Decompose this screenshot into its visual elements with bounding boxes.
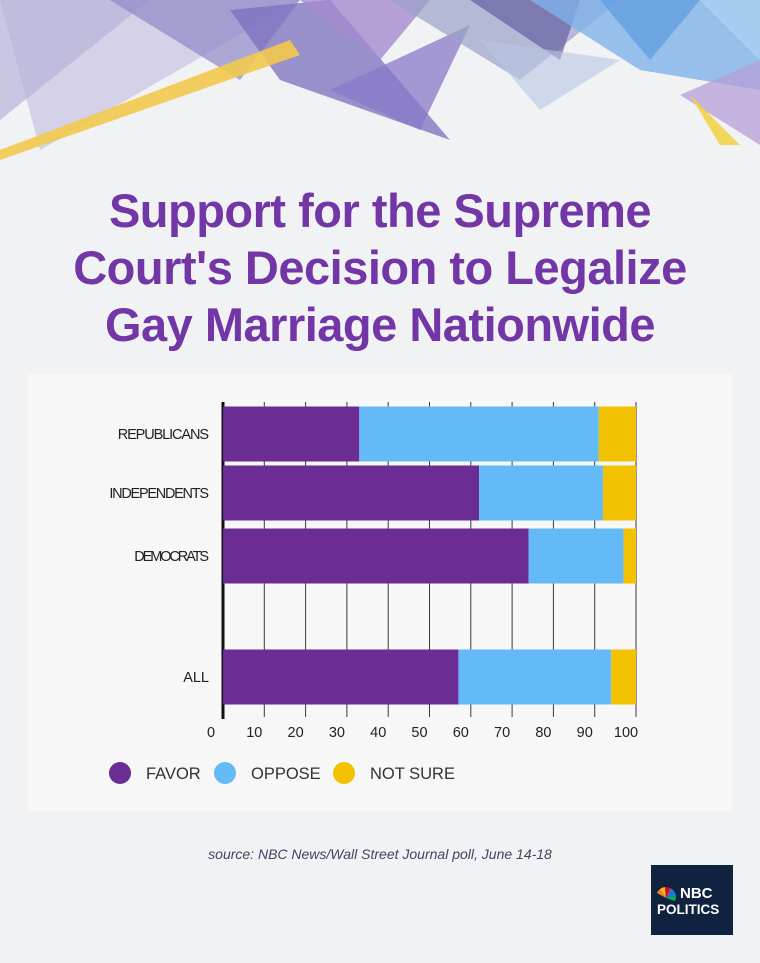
legend-label-oppose: OPPOSE xyxy=(251,765,321,783)
x-tick-label-50: 50 xyxy=(411,725,427,741)
title-line-1: Support for the Supreme xyxy=(108,184,652,237)
bar-favor-democrats xyxy=(223,528,529,584)
x-tick-label-90: 90 xyxy=(577,725,593,741)
background-geometric-shapes xyxy=(0,0,760,160)
bars xyxy=(223,406,636,705)
x-tick-label-0: 0 xyxy=(207,725,215,741)
title-line-3: Gay Marriage Nationwide xyxy=(104,298,656,351)
bar-not-sure-independents xyxy=(602,465,636,521)
x-tick-label-100: 100 xyxy=(614,725,638,741)
bar-not-sure-republicans xyxy=(598,406,636,462)
bar-favor-republicans xyxy=(223,406,360,462)
x-tick-label-30: 30 xyxy=(329,725,345,741)
category-label-all: ALL xyxy=(183,670,209,686)
bar-favor-independents xyxy=(223,465,480,521)
legend-swatch-not-sure xyxy=(333,762,355,784)
bar-oppose-all xyxy=(458,649,612,705)
category-labels: REPUBLICANS INDEPENDENTS DEMOCRATS ALL xyxy=(109,427,209,686)
chart-title: Support for the Supreme Court's Decision… xyxy=(20,182,740,353)
nbc-politics-logo: NBC POLITICS xyxy=(651,865,733,935)
bar-not-sure-democrats xyxy=(623,528,636,584)
peacock-icon xyxy=(657,886,677,901)
legend-label-not-sure: NOT SURE xyxy=(370,765,455,783)
title-line-2: Court's Decision to Legalize xyxy=(73,241,687,294)
logo-line-politics: POLITICS xyxy=(657,902,720,917)
bar-not-sure-all xyxy=(611,649,636,705)
logo-line-nbc: NBC xyxy=(680,885,713,902)
bar-oppose-democrats xyxy=(528,528,624,584)
category-label-independents: INDEPENDENTS xyxy=(109,486,209,502)
source-note: source: NBC News/Wall Street Journal pol… xyxy=(208,846,552,862)
legend-label-favor: FAVOR xyxy=(146,765,201,783)
x-tick-label-40: 40 xyxy=(370,725,386,741)
x-tick-label-80: 80 xyxy=(535,725,551,741)
category-label-republicans: REPUBLICANS xyxy=(118,427,209,443)
bar-oppose-republicans xyxy=(359,406,599,462)
chart-panel: REPUBLICANS INDEPENDENTS DEMOCRATS ALL 0 10 2… xyxy=(28,374,732,811)
category-label-democrats: DEMOCRATS xyxy=(134,549,209,565)
stacked-bar-chart: REPUBLICANS INDEPENDENTS DEMOCRATS ALL 0 10 2… xyxy=(109,402,638,784)
legend-swatch-oppose xyxy=(214,762,236,784)
x-tick-labels: 0 10 20 30 40 50 60 70 80 90 100 xyxy=(207,725,638,741)
x-tick-label-10: 10 xyxy=(246,725,262,741)
bar-oppose-independents xyxy=(479,465,603,521)
legend-swatch-favor xyxy=(109,762,131,784)
x-tick-label-70: 70 xyxy=(494,725,510,741)
bar-favor-all xyxy=(223,649,459,705)
legend: FAVOR OPPOSE NOT SURE xyxy=(109,762,455,784)
x-tick-label-20: 20 xyxy=(288,725,304,741)
x-tick-label-60: 60 xyxy=(453,725,469,741)
